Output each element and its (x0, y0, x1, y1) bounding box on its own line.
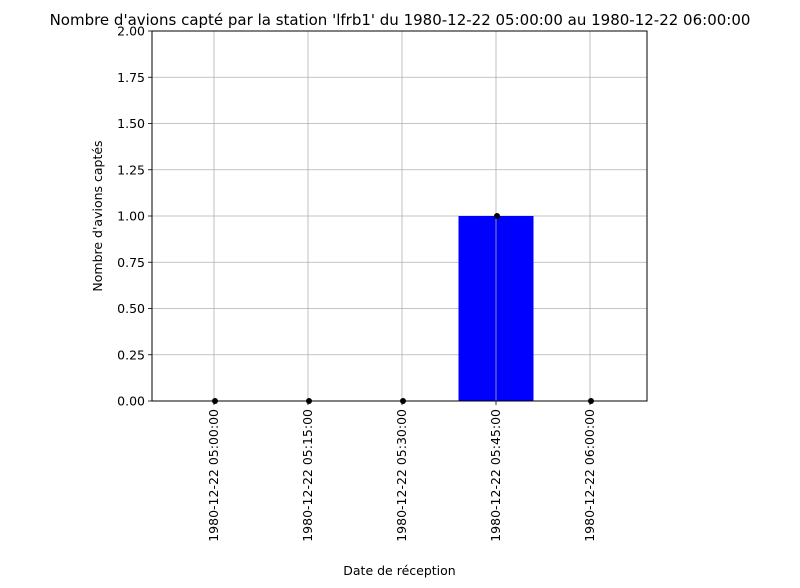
x-axis-ticks: 1980-12-22 05:00:00 1980-12-22 05:15:00 19… (206, 401, 597, 542)
y-tick-label: 2.00 (117, 24, 145, 39)
x-axis-label: Date de réception (343, 563, 455, 578)
y-tick-label: 0.50 (117, 301, 145, 316)
data-point (494, 213, 500, 219)
x-tick-label: 1980-12-22 05:00:00 (206, 409, 221, 542)
y-tick-label: 0.25 (117, 347, 145, 362)
y-tick-label: 0.00 (117, 394, 145, 409)
x-tick-label: 1980-12-22 05:45:00 (488, 409, 503, 542)
chart-title: Nombre d'avions capté par la station 'lf… (50, 11, 751, 29)
y-tick-label: 1.75 (117, 70, 145, 85)
data-markers (212, 213, 594, 404)
grid-lines (152, 30, 647, 402)
x-tick-label: 1980-12-22 05:30:00 (394, 409, 409, 542)
x-tick-label: 1980-12-22 06:00:00 (582, 409, 597, 542)
y-axis-ticks: 0.00 0.25 0.50 0.75 1.00 1.25 1.50 1.75 2.00 (117, 24, 152, 409)
x-tick-label: 1980-12-22 05:15:00 (300, 409, 315, 542)
y-tick-label: 1.25 (117, 162, 145, 177)
y-tick-label: 1.00 (117, 209, 145, 224)
y-tick-label: 1.50 (117, 116, 145, 131)
y-tick-label: 0.75 (117, 255, 145, 270)
y-axis-label: Nombre d'avions captés (90, 140, 105, 291)
